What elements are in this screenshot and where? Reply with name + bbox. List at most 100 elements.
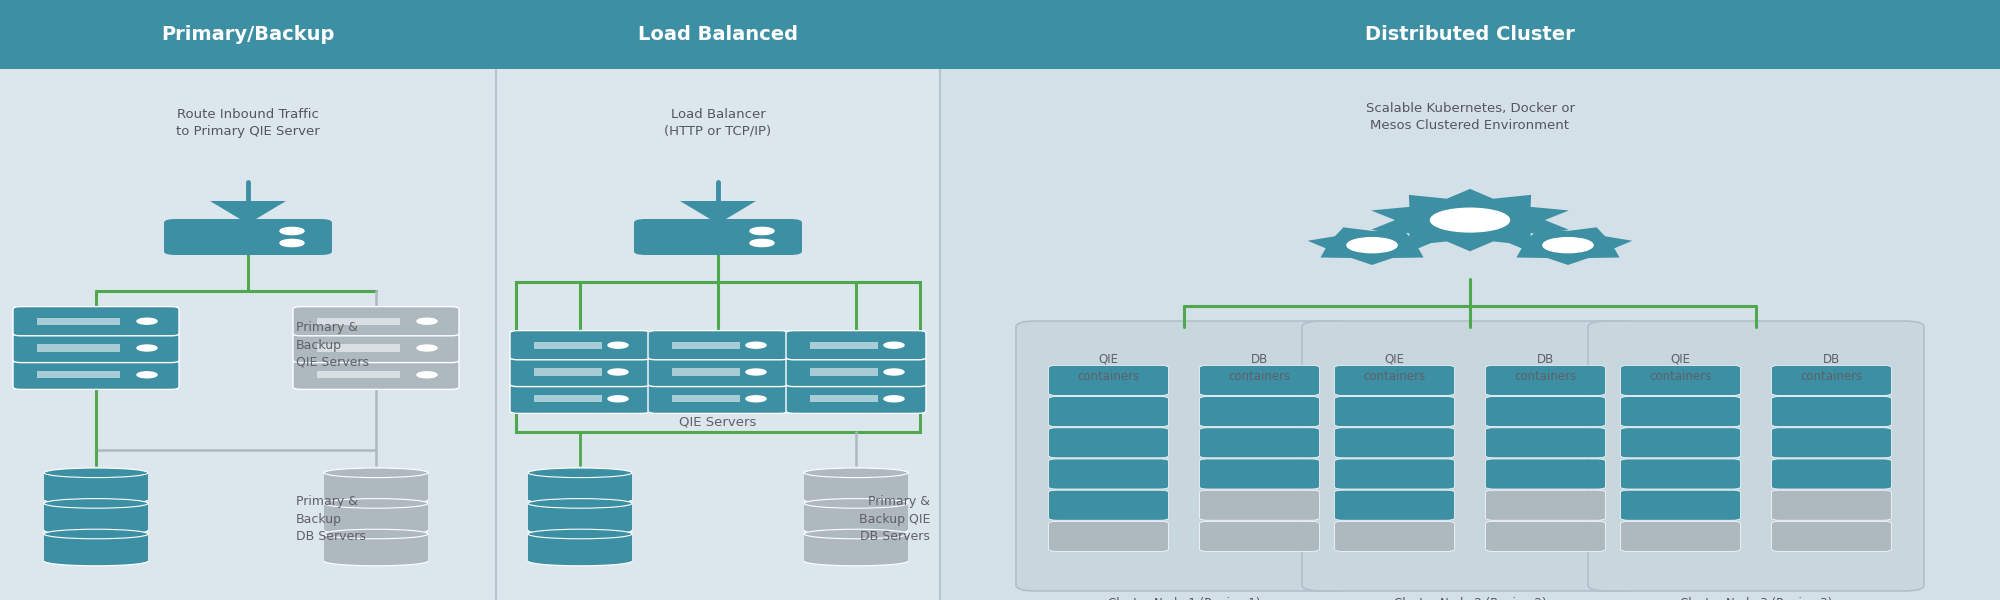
FancyBboxPatch shape — [1048, 490, 1168, 520]
Bar — [316, 371, 400, 379]
FancyBboxPatch shape — [1486, 428, 1606, 458]
FancyBboxPatch shape — [786, 331, 926, 360]
FancyBboxPatch shape — [1048, 521, 1168, 551]
FancyBboxPatch shape — [1486, 459, 1606, 489]
Bar — [324, 534, 428, 561]
Text: QIE
containers: QIE containers — [1650, 353, 1712, 383]
Ellipse shape — [44, 526, 148, 535]
FancyBboxPatch shape — [510, 358, 650, 386]
FancyBboxPatch shape — [1620, 490, 1740, 520]
Circle shape — [280, 239, 304, 247]
Bar — [672, 368, 740, 376]
FancyBboxPatch shape — [1200, 365, 1320, 395]
Polygon shape — [1504, 227, 1632, 265]
Circle shape — [608, 396, 628, 402]
FancyBboxPatch shape — [1486, 365, 1606, 395]
FancyBboxPatch shape — [1302, 321, 1638, 591]
Bar — [534, 341, 602, 349]
Circle shape — [608, 369, 628, 375]
FancyBboxPatch shape — [1486, 490, 1606, 520]
FancyBboxPatch shape — [1588, 321, 1924, 591]
Circle shape — [136, 372, 156, 378]
Bar — [496, 69, 940, 600]
FancyBboxPatch shape — [510, 331, 650, 360]
Ellipse shape — [324, 556, 428, 566]
FancyBboxPatch shape — [1620, 428, 1740, 458]
FancyBboxPatch shape — [292, 334, 458, 362]
Bar — [804, 473, 908, 500]
Text: Primary &
Backup
QIE Servers: Primary & Backup QIE Servers — [296, 322, 368, 368]
Text: DB
containers: DB containers — [1800, 353, 1862, 383]
Bar — [0, 69, 496, 600]
Ellipse shape — [804, 556, 908, 566]
FancyBboxPatch shape — [1016, 321, 1352, 591]
Circle shape — [416, 345, 436, 351]
FancyBboxPatch shape — [1772, 397, 1892, 427]
Bar — [528, 473, 632, 500]
Circle shape — [746, 396, 766, 402]
FancyBboxPatch shape — [1334, 397, 1454, 427]
FancyBboxPatch shape — [648, 358, 788, 386]
Polygon shape — [210, 201, 286, 224]
Bar — [316, 344, 400, 352]
Circle shape — [136, 318, 156, 324]
FancyBboxPatch shape — [292, 360, 458, 389]
Ellipse shape — [44, 529, 148, 539]
Text: Primary/Backup: Primary/Backup — [162, 25, 334, 44]
Circle shape — [1346, 238, 1398, 253]
FancyBboxPatch shape — [1772, 365, 1892, 395]
FancyBboxPatch shape — [164, 219, 332, 255]
FancyBboxPatch shape — [14, 307, 180, 336]
Ellipse shape — [804, 499, 908, 508]
Circle shape — [746, 342, 766, 348]
Ellipse shape — [324, 499, 428, 508]
FancyBboxPatch shape — [634, 219, 802, 255]
Text: Cluster Node 2 (Region 2): Cluster Node 2 (Region 2) — [1394, 596, 1546, 600]
FancyBboxPatch shape — [1772, 459, 1892, 489]
FancyBboxPatch shape — [1772, 521, 1892, 551]
Polygon shape — [1372, 189, 1568, 251]
Circle shape — [416, 372, 436, 378]
Ellipse shape — [44, 556, 148, 566]
FancyBboxPatch shape — [1772, 490, 1892, 520]
Bar — [534, 368, 602, 376]
Ellipse shape — [44, 468, 148, 478]
Bar — [672, 341, 740, 349]
FancyBboxPatch shape — [786, 384, 926, 413]
Circle shape — [1430, 208, 1510, 232]
FancyBboxPatch shape — [1200, 428, 1320, 458]
FancyBboxPatch shape — [1334, 521, 1454, 551]
FancyBboxPatch shape — [1200, 490, 1320, 520]
FancyBboxPatch shape — [14, 360, 180, 389]
Text: Route Inbound Traffic
to Primary QIE Server: Route Inbound Traffic to Primary QIE Ser… — [176, 108, 320, 138]
Bar — [324, 473, 428, 500]
Text: QIE
containers: QIE containers — [1364, 353, 1426, 383]
Ellipse shape — [324, 468, 428, 478]
Bar — [804, 534, 908, 561]
Circle shape — [884, 396, 904, 402]
Ellipse shape — [528, 468, 632, 478]
Bar — [810, 341, 878, 349]
FancyBboxPatch shape — [1048, 365, 1168, 395]
Bar — [38, 371, 120, 379]
Bar — [316, 317, 400, 325]
FancyBboxPatch shape — [1772, 428, 1892, 458]
Ellipse shape — [528, 495, 632, 505]
Bar — [496, 0, 940, 69]
Polygon shape — [1308, 227, 1436, 265]
Text: Load Balancer
(HTTP or TCP/IP): Load Balancer (HTTP or TCP/IP) — [664, 108, 772, 138]
Text: Load Balanced: Load Balanced — [638, 25, 798, 44]
Ellipse shape — [324, 529, 428, 539]
FancyBboxPatch shape — [648, 331, 788, 360]
FancyBboxPatch shape — [1334, 490, 1454, 520]
Bar — [528, 503, 632, 530]
Bar — [804, 503, 908, 530]
FancyBboxPatch shape — [1200, 397, 1320, 427]
FancyBboxPatch shape — [1486, 521, 1606, 551]
Bar — [0, 0, 496, 69]
FancyBboxPatch shape — [1486, 397, 1606, 427]
Ellipse shape — [324, 495, 428, 505]
Circle shape — [280, 227, 304, 235]
FancyBboxPatch shape — [1620, 365, 1740, 395]
Bar — [44, 534, 148, 561]
